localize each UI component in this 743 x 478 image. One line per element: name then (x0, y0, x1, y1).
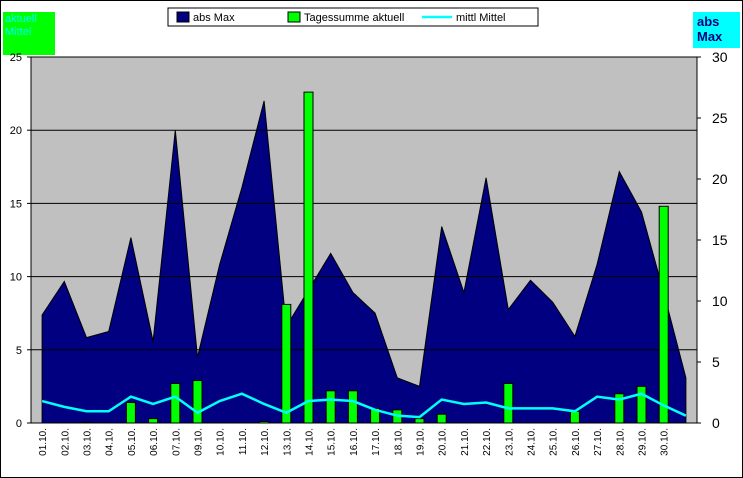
legend-label: mittl Mittel (456, 12, 506, 24)
left-box-text: aktuell Mittel (5, 13, 37, 38)
x-tick-label: 11.10. (238, 428, 249, 455)
x-tick-label: 01.10. (38, 428, 49, 456)
area (41, 100, 687, 424)
x-tick-label: 26.10. (571, 428, 582, 456)
bar (658, 205, 669, 424)
y2-tick-label: 5 (712, 354, 720, 370)
right-box-text-wrap: abs Max (697, 14, 723, 44)
bar (192, 380, 203, 424)
x-tick-label: 09.10. (194, 428, 205, 456)
y2-tick-label: 20 (712, 171, 728, 187)
x-tick-label: 02.10. (60, 428, 71, 456)
x-tick-label: 27.10. (593, 428, 604, 456)
left-box (3, 12, 55, 55)
y2-tick-label: 25 (712, 110, 728, 126)
y-tick-label: 10 (10, 272, 22, 284)
legend-swatch (287, 11, 301, 23)
y-tick-label: 15 (10, 198, 22, 210)
bar (414, 418, 425, 424)
x-tick-label: 10.10. (216, 428, 227, 456)
line (41, 392, 687, 419)
x-tick-label: 05.10. (127, 428, 138, 456)
x-tick-label: 23.10. (504, 428, 515, 456)
x-tick-label: 25.10. (549, 428, 560, 456)
x-tick-label: 22.10. (482, 428, 493, 456)
bar (636, 385, 647, 424)
x-tick-label: 29.10. (638, 428, 649, 456)
y-tick-label: 5 (16, 345, 22, 357)
y2-tick-label: 15 (712, 232, 728, 248)
x-tick-label: 21.10. (460, 428, 471, 456)
legend-label: Tagessumme aktuell (304, 12, 404, 24)
x-tick-label: 16.10. (349, 428, 360, 456)
legend-label: abs Max (193, 12, 235, 24)
right-box (693, 12, 740, 48)
bar (148, 418, 159, 424)
legend-swatch (176, 11, 190, 23)
x-tick-label: 15.10. (327, 428, 338, 456)
left-box-text-wrap: aktuell Mittel (5, 13, 37, 38)
bar (436, 413, 447, 424)
y2-tick-label: 30 (712, 49, 728, 65)
x-tick-label: 24.10. (527, 428, 538, 456)
x-tick-label: 20.10. (438, 428, 449, 456)
bar (503, 382, 514, 424)
x-tick-label: 19.10. (416, 428, 427, 456)
legend (167, 7, 539, 27)
x-tick-label: 06.10. (149, 428, 160, 456)
bar (569, 410, 580, 424)
x-tick-label: 04.10. (105, 428, 116, 456)
y-tick-label: 20 (10, 125, 22, 137)
x-tick-label: 12.10. (260, 428, 271, 456)
bar (325, 390, 336, 424)
legend-items: abs Max Tagessumme aktuell mittl Mittel (176, 11, 506, 24)
y-tick-label: 25 (10, 52, 22, 64)
bar (170, 382, 181, 424)
bar (303, 91, 314, 424)
bar (281, 303, 292, 424)
x-tick-label: 03.10. (83, 428, 94, 456)
right-box-text: abs Max (697, 14, 723, 44)
x-tick-label: 07.10. (171, 428, 182, 456)
x-tick-label: 17.10. (371, 428, 382, 456)
bar (125, 402, 136, 424)
y-tick-label: 0 (16, 418, 22, 430)
bar (347, 390, 358, 424)
x-tick-label: 13.10. (282, 428, 293, 456)
x-tick-label: 30.10. (660, 428, 671, 456)
y2-tick-label: 10 (712, 293, 728, 309)
y2-tick-label: 0 (712, 415, 720, 431)
x-tick-label: 28.10. (615, 428, 626, 456)
x-tick-label: 14.10. (305, 428, 316, 456)
x-tick-label: 18.10. (393, 428, 404, 456)
